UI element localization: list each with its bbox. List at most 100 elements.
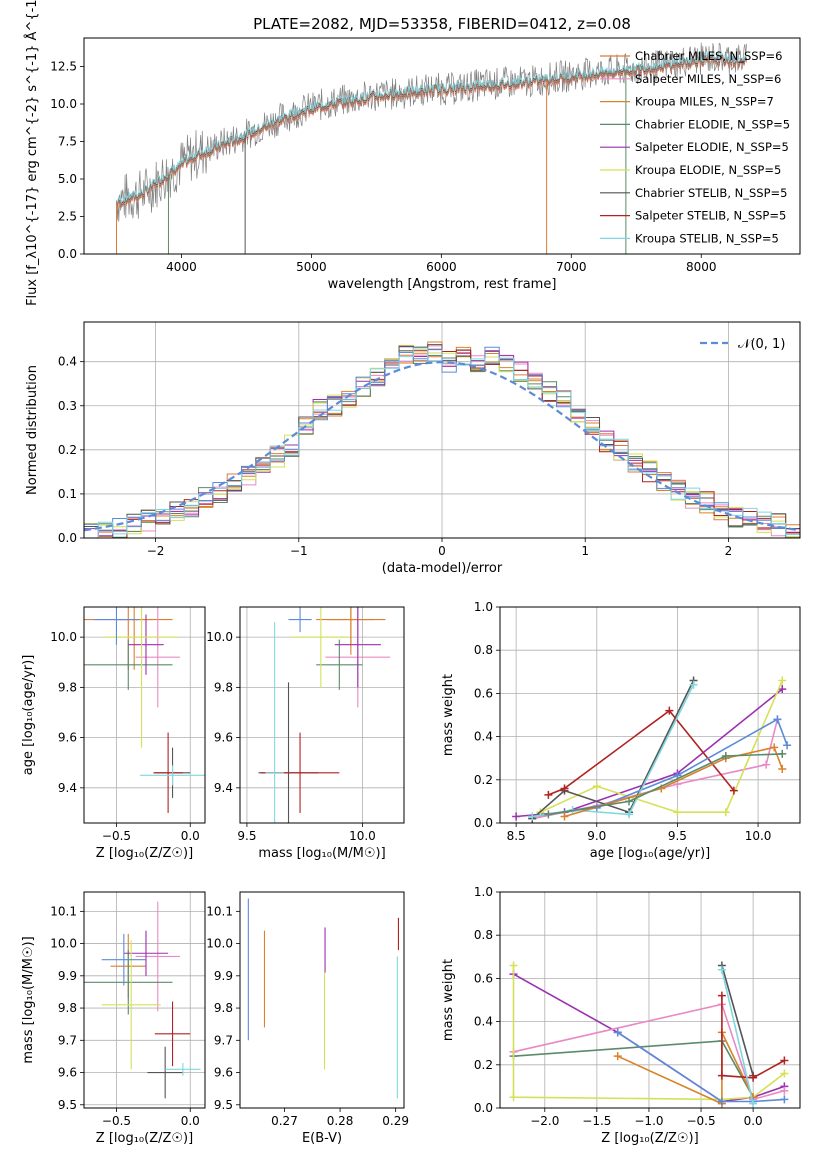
y-tick-label: 0.8 [474, 643, 493, 657]
x-tick-label: 2 [725, 544, 733, 558]
legend-label: Kroupa STELIB, N_SSP=5 [635, 231, 779, 245]
panel-age-vs-mass: 9.5 10.0 9.4 9.6 9.8 10.0 mass [log₁₀(M/M☉)] [206, 606, 405, 861]
legend-label: Chabrier ELODIE, N_SSP=5 [635, 117, 790, 131]
x-tick-label: −1 [290, 544, 308, 558]
axes-frame [499, 606, 801, 824]
weight-point-marker [560, 812, 569, 821]
weight-point-marker [625, 810, 634, 819]
y-tick-label: 10.0 [50, 97, 77, 111]
weight-point-marker [783, 741, 792, 750]
weight-point-marker [729, 786, 738, 795]
panel-mass-vs-Z: −0.5 0.0 9.5 9.6 9.7 9.8 9.9 10.0 10.1 Z [log₁₀(Z… [21, 891, 206, 1146]
x-tick-label: 4000 [166, 260, 197, 274]
x-axis-label: age [log₁₀(age/yr)] [590, 846, 711, 861]
weight-line [513, 1040, 754, 1098]
x-tick-label: 0.0 [744, 1114, 763, 1128]
x-tick-label: 10.0 [349, 829, 376, 843]
weight-point-marker [613, 1052, 622, 1061]
y-tick-label: 9.6 [214, 1066, 233, 1080]
weight-line [548, 753, 783, 816]
panel-residuals: −2 −1 0 1 2 0.0 0.1 0.2 0.3 0.4 (data-model)/error… [25, 321, 801, 576]
axes-frame [83, 37, 801, 255]
y-axis-label: age [log₁₀(age/yr)] [21, 655, 36, 776]
x-tick-label: 5000 [296, 260, 327, 274]
legend-label: Chabrier MILES, N_SSP=6 [635, 49, 782, 63]
axes-frame [239, 606, 405, 824]
y-tick-label: 9.6 [58, 731, 77, 745]
y-tick-label: 12.5 [50, 60, 77, 74]
y-tick-label: 0.6 [474, 971, 493, 985]
y-axis-label: Flux [f_λ10^{-17} erg cm^{-2} s^{-1} Å^{… [24, 0, 40, 306]
x-tick-label: 8000 [686, 260, 717, 274]
x-tick-label: 1 [581, 544, 589, 558]
x-tick-label: 9.5 [668, 829, 687, 843]
y-tick-label: 0.0 [474, 1101, 493, 1115]
weight-point-marker [592, 782, 601, 791]
weight-point-marker [778, 685, 787, 694]
axes-frame [499, 891, 801, 1109]
y-tick-label: 0.1 [58, 487, 77, 501]
panel-spectrum: 4000 5000 6000 7000 8000 0.0 2.5 5.0 7.5 10.0 12.5… [24, 0, 801, 306]
x-tick-label: 0.28 [327, 1114, 354, 1128]
weight-point-marker [528, 812, 537, 821]
x-axis-label: mass [log₁₀(M/M☉)] [258, 846, 385, 861]
x-axis-label: (data-model)/error [382, 561, 503, 576]
weight-line [513, 1003, 785, 1101]
weight-point-marker [717, 1071, 726, 1080]
legend-label: 𝒩(0, 1) [738, 337, 785, 352]
y-tick-label: 0.4 [474, 730, 493, 744]
y-tick-label: 0.2 [474, 1058, 493, 1072]
weight-point-marker [673, 808, 682, 817]
weight-point-marker [717, 1097, 726, 1106]
weight-point-marker [721, 808, 730, 817]
y-tick-label: 0.6 [474, 686, 493, 700]
weight-line [617, 1031, 785, 1103]
axes-frame [83, 321, 801, 539]
x-tick-label: −1.5 [582, 1114, 611, 1128]
y-tick-label: 9.5 [214, 1098, 233, 1112]
x-tick-label: −2.0 [530, 1114, 559, 1128]
y-tick-label: 0.0 [474, 816, 493, 830]
spectrum-data-line [116, 42, 747, 222]
gaussian-curve [84, 360, 800, 532]
y-tick-label: 9.8 [58, 680, 77, 694]
x-tick-label: 0.29 [382, 1114, 409, 1128]
axes-frame [83, 606, 206, 824]
y-tick-label: 9.8 [214, 680, 233, 694]
weight-point-marker [512, 812, 521, 821]
x-tick-label: 6000 [426, 260, 457, 274]
x-axis-label: Z [log₁₀(Z/Z☉)] [96, 1131, 193, 1146]
x-tick-label: −0.5 [102, 829, 131, 843]
y-tick-label: 9.7 [58, 1033, 77, 1047]
weight-point-marker [665, 706, 674, 715]
x-tick-label: −0.5 [102, 1114, 131, 1128]
x-tick-label: 0 [438, 544, 446, 558]
weight-point-marker [762, 760, 771, 769]
y-axis-label: mass [log₁₀(M/M☉)] [21, 936, 36, 1063]
weight-line [721, 965, 754, 1076]
axes-frame [239, 891, 405, 1109]
weight-point-marker [544, 790, 553, 799]
weight-point-marker [625, 797, 634, 806]
weight-line [532, 719, 779, 820]
weight-point-marker [717, 991, 726, 1000]
y-tick-label: 10.0 [50, 937, 77, 951]
y-axis-label: Normed distribution [25, 365, 40, 495]
y-tick-label: 10.1 [50, 904, 77, 918]
x-tick-label: 8.5 [507, 829, 526, 843]
x-axis-label: Z [log₁₀(Z/Z☉)] [96, 846, 193, 861]
y-tick-label: 9.8 [58, 1001, 77, 1015]
weight-line [531, 680, 695, 820]
weight-point-marker [780, 1069, 789, 1078]
weight-point-marker [721, 752, 730, 761]
y-tick-label: 0.0 [58, 247, 77, 261]
legend-label: Kroupa MILES, N_SSP=7 [635, 95, 774, 109]
weight-point-marker [749, 1073, 758, 1082]
x-axis-label: wavelength [Angstrom, rest frame] [328, 277, 557, 292]
legend-label: Salpeter ELODIE, N_SSP=5 [635, 140, 789, 154]
x-tick-label: 9.0 [587, 829, 606, 843]
chart-title: PLATE=2082, MJD=53358, FIBERID=0412, z=0… [253, 15, 631, 33]
x-tick-label: 9.5 [237, 829, 256, 843]
y-tick-label: 5.0 [58, 172, 77, 186]
